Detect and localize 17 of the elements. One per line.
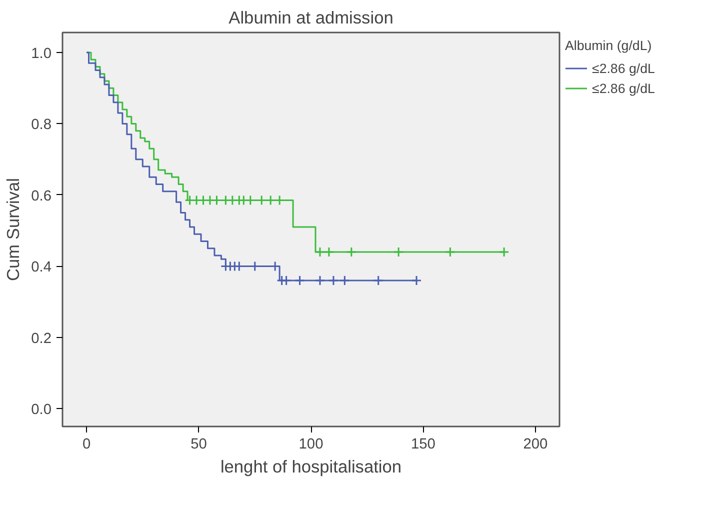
y-tick-label: 0.6	[31, 188, 52, 204]
y-tick-label: 0.4	[31, 260, 52, 276]
y-tick-label: 1.0	[31, 46, 52, 62]
x-tick-label: 0	[82, 436, 91, 452]
x-tick-label: 150	[411, 436, 436, 452]
x-tick-label: 50	[190, 436, 207, 452]
x-tick-label: 100	[298, 436, 324, 452]
y-axis-title: Cum Survival	[3, 178, 24, 282]
y-tick-label: 0.0	[31, 402, 52, 418]
y-tick-label: 0.2	[31, 330, 52, 347]
legend-title: Albumin (g/dL)	[565, 38, 653, 53]
legend-label: ≤2.86 g/dL	[592, 60, 655, 76]
legend-label: ≤2.86 g/dL	[592, 80, 655, 96]
y-tick-label: 0.8	[31, 117, 52, 134]
x-tick-label: 200	[523, 436, 548, 452]
x-axis-title: lenght of hospitalisation	[220, 456, 402, 476]
chart-title: Albumin at admission	[228, 8, 394, 28]
